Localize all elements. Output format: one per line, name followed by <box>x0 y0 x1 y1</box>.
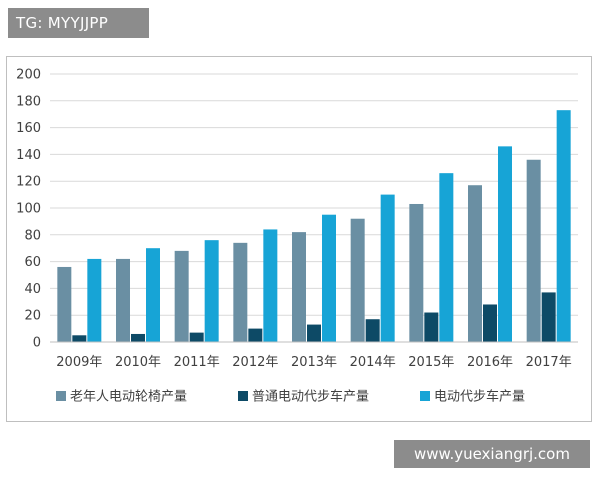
bar <box>439 173 454 342</box>
y-tick-label: 40 <box>24 282 41 297</box>
y-tick-label: 0 <box>33 336 41 351</box>
bar <box>116 258 130 342</box>
bar <box>233 242 248 342</box>
x-tick-label: 2010年 <box>115 355 161 370</box>
bar <box>380 194 395 342</box>
bar <box>248 328 263 342</box>
y-tick-label: 60 <box>24 255 41 270</box>
y-tick-label: 20 <box>24 309 41 324</box>
bar <box>174 250 189 342</box>
bar <box>556 110 571 343</box>
bar <box>365 319 380 342</box>
y-tick-label: 80 <box>24 228 41 243</box>
bar <box>424 312 439 342</box>
bar <box>189 332 204 342</box>
bar <box>541 292 556 342</box>
bar <box>131 333 145 342</box>
y-tick-label: 100 <box>16 202 41 217</box>
legend-swatch <box>56 391 66 401</box>
bar <box>409 203 424 342</box>
y-tick-label: 140 <box>16 148 41 163</box>
bar <box>263 229 278 342</box>
bar <box>350 218 365 342</box>
bar <box>72 335 87 342</box>
x-tick-label: 2013年 <box>291 355 337 370</box>
x-tick-label: 2017年 <box>526 355 572 370</box>
y-tick-label: 120 <box>16 175 41 190</box>
bar <box>146 248 160 342</box>
legend-label: 电动代步车产量 <box>434 389 525 405</box>
x-tick-labels: 2009年 2010年 2011年 2012年 2013年 2014年 2015年 2016年… <box>56 355 571 370</box>
bar <box>322 214 336 342</box>
legend: 老年人电动轮椅产量 普通电动代步车产量 电动代步车产量 <box>56 389 525 405</box>
legend-label: 老年人电动轮椅产量 <box>70 390 187 405</box>
y-tick-label: 200 <box>16 68 41 83</box>
y-tick-label: 160 <box>16 121 41 136</box>
bar <box>292 232 306 342</box>
bar <box>468 185 482 342</box>
x-tick-label: 2011年 <box>174 355 220 370</box>
bar <box>204 240 219 342</box>
y-tick-label: 180 <box>16 94 41 109</box>
bars <box>57 110 571 343</box>
y-tick-labels: 0 20 40 60 80 100 120 140 160 180 200 <box>16 68 41 351</box>
x-tick-label: 2015年 <box>408 355 454 370</box>
legend-swatch <box>238 391 248 401</box>
bar <box>526 159 541 342</box>
legend-swatch <box>420 391 430 401</box>
bar <box>57 266 72 342</box>
x-tick-label: 2016年 <box>467 355 513 370</box>
legend-label: 普通电动代步车产量 <box>252 389 369 405</box>
bar <box>87 258 102 342</box>
x-tick-label: 2009年 <box>56 355 102 370</box>
bar <box>483 304 497 342</box>
x-tick-label: 2014年 <box>350 355 396 370</box>
bar <box>498 146 512 342</box>
gridlines <box>50 73 578 316</box>
x-tick-label: 2012年 <box>232 355 278 370</box>
source-tag: TG: MYYJJPP <box>8 8 149 38</box>
bar <box>307 324 321 342</box>
watermark-url: www.yuexiangrj.com <box>394 440 590 468</box>
